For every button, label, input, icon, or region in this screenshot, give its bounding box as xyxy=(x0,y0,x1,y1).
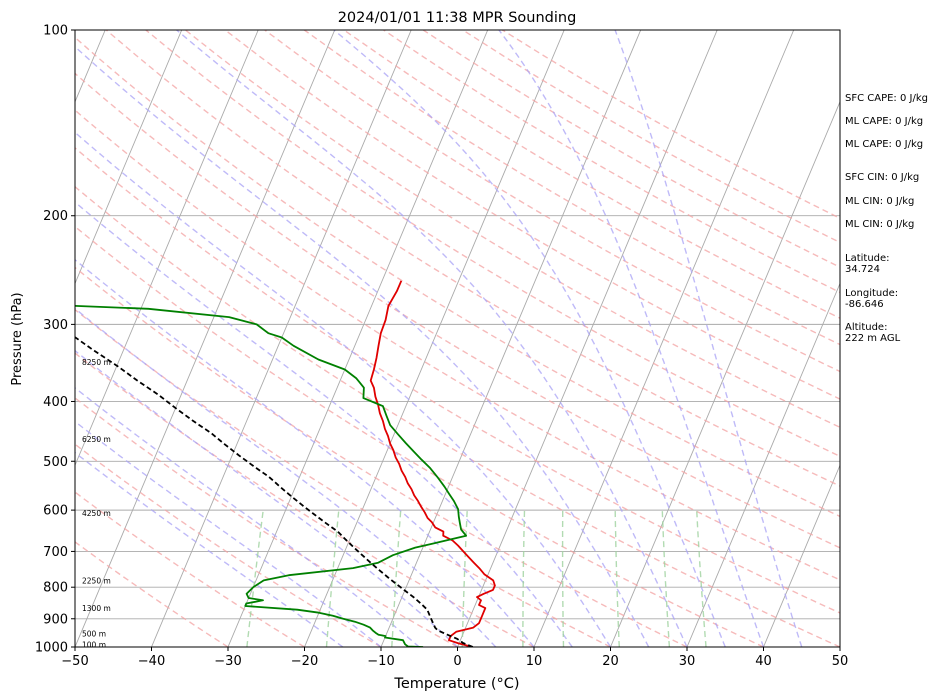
height-label: 2250 m xyxy=(82,576,111,585)
x-tick-label: 10 xyxy=(526,654,543,669)
plot-grid xyxy=(75,30,840,647)
y-tick-label: 900 xyxy=(43,612,68,627)
ml-cape-text-2: ML CAPE: 0 J/kg xyxy=(845,139,924,150)
dry-adiabat-line xyxy=(75,225,764,647)
dry-adiabat-line xyxy=(75,109,840,581)
ml-cin-text: ML CIN: 0 J/kg xyxy=(845,196,915,207)
dry-adiabat-line xyxy=(383,30,840,294)
ml-cin-text-2: ML CIN: 0 J/kg xyxy=(845,219,915,230)
height-label: 100 m xyxy=(82,640,106,649)
x-tick-label: 30 xyxy=(679,654,696,669)
x-tick-label: 0 xyxy=(453,654,461,669)
moist-adiabat-line xyxy=(75,307,497,647)
parcel-profile-line xyxy=(75,336,474,647)
isotherm-line xyxy=(151,30,412,647)
moist-adiabat-line xyxy=(176,30,688,647)
dry-adiabat-line xyxy=(75,36,840,518)
x-tick-label: 40 xyxy=(755,654,772,669)
y-tick-label: 800 xyxy=(43,581,68,596)
y-tick-label: 500 xyxy=(43,455,68,470)
y-tick-label: 100 xyxy=(43,24,68,39)
isotherm-line xyxy=(75,30,183,285)
x-tick-label: −30 xyxy=(214,654,241,669)
mixing-ratio-line xyxy=(325,510,340,647)
isotherm-line xyxy=(304,30,565,647)
moist-adiabat-line xyxy=(614,30,803,647)
isotherm-line xyxy=(457,30,718,647)
height-label: 4250 m xyxy=(82,509,111,518)
x-axis: −50 −40 −30 −20 −10 0 10 20 30 40 50 xyxy=(61,647,848,669)
mixing-ratio-line xyxy=(522,510,526,647)
y-tick-label: 1000 xyxy=(35,641,68,656)
longitude-label: Longitude: xyxy=(845,288,899,299)
moist-adiabat-line xyxy=(75,201,573,647)
moist-adiabat-line xyxy=(75,451,344,647)
isotherm-line xyxy=(763,464,840,647)
isotherm-line xyxy=(533,30,795,647)
dry-adiabat-line xyxy=(75,146,840,614)
dry-adiabat-line xyxy=(75,491,305,647)
dry-adiabat-line xyxy=(224,30,840,400)
x-axis-label: Temperature (°C) xyxy=(393,676,519,692)
dry-adiabat-line xyxy=(75,72,840,549)
dry-adiabat-line xyxy=(75,185,840,647)
moist-adiabat-line xyxy=(75,420,382,647)
dry-adiabat-line xyxy=(75,308,611,647)
y-tick-label: 200 xyxy=(43,209,68,224)
moist-adiabat-line xyxy=(498,30,765,647)
height-label: 8250 m xyxy=(82,358,111,367)
mixing-ratio-line xyxy=(391,510,402,647)
y-tick-label: 300 xyxy=(43,318,68,333)
sounding-stats-panel: SFC CAPE: 0 J/kg ML CAPE: 0 J/kg ML CAPE… xyxy=(845,0,947,700)
mixing-ratio-line xyxy=(246,510,264,647)
y-tick-label: 600 xyxy=(43,504,68,519)
isotherm-line xyxy=(380,30,642,647)
temperature-profile-line xyxy=(369,280,496,647)
x-tick-label: −40 xyxy=(138,654,165,669)
x-tick-label: −10 xyxy=(367,654,394,669)
y-axis-label: Pressure (hPa) xyxy=(10,292,25,385)
height-label: 1300 m xyxy=(82,604,111,613)
dry-adiabat-line xyxy=(145,30,840,458)
altitude-label: Altitude: xyxy=(845,322,888,333)
altitude-value: 222 m AGL xyxy=(845,333,901,344)
isotherm-line xyxy=(686,282,840,647)
dry-adiabat-line xyxy=(75,443,382,647)
isotherm-line xyxy=(75,30,259,467)
sfc-cape-text: SFC CAPE: 0 J/kg xyxy=(845,93,928,104)
dry-adiabat-line xyxy=(75,397,458,647)
y-tick-label: 400 xyxy=(43,395,68,410)
longitude-value: -86.646 xyxy=(845,299,884,310)
isotherm-line xyxy=(227,30,489,647)
latitude-label: Latitude: xyxy=(845,253,890,264)
dewpoint-profile-line xyxy=(75,305,467,647)
mixing-ratio-line xyxy=(614,510,620,647)
x-tick-label: 50 xyxy=(832,654,849,669)
x-tick-label: −50 xyxy=(61,654,88,669)
moist-adiabat-line xyxy=(75,131,612,647)
dry-adiabat-line xyxy=(343,30,840,319)
isotherm-line xyxy=(610,100,840,647)
plot-frame xyxy=(74,29,841,648)
moist-adiabat-line xyxy=(75,349,458,647)
isotherm-line xyxy=(75,30,336,647)
x-tick-label: 20 xyxy=(602,654,619,669)
moist-adiabat-line xyxy=(333,30,726,647)
dry-adiabat-line xyxy=(105,30,840,487)
height-label: 500 m xyxy=(82,629,106,638)
x-tick-label: −20 xyxy=(291,654,318,669)
dry-adiabat-line xyxy=(264,30,840,373)
y-axis: 100 200 300 400 500 600 700 800 900 1000 xyxy=(35,24,75,656)
sfc-cin-text: SFC CIN: 0 J/kg xyxy=(845,172,920,183)
y-tick-label: 700 xyxy=(43,545,68,560)
dry-adiabat-line xyxy=(75,352,535,647)
ml-cape-text: ML CAPE: 0 J/kg xyxy=(845,116,924,127)
chart-title: 2024/01/01 11:38 MPR Sounding xyxy=(338,10,577,26)
latitude-value: 34.724 xyxy=(845,264,880,275)
plot-series: 100 m 500 m 1300 m 2250 m 4250 m 6250 m 8250 m xyxy=(75,280,496,649)
height-label: 6250 m xyxy=(82,435,111,444)
